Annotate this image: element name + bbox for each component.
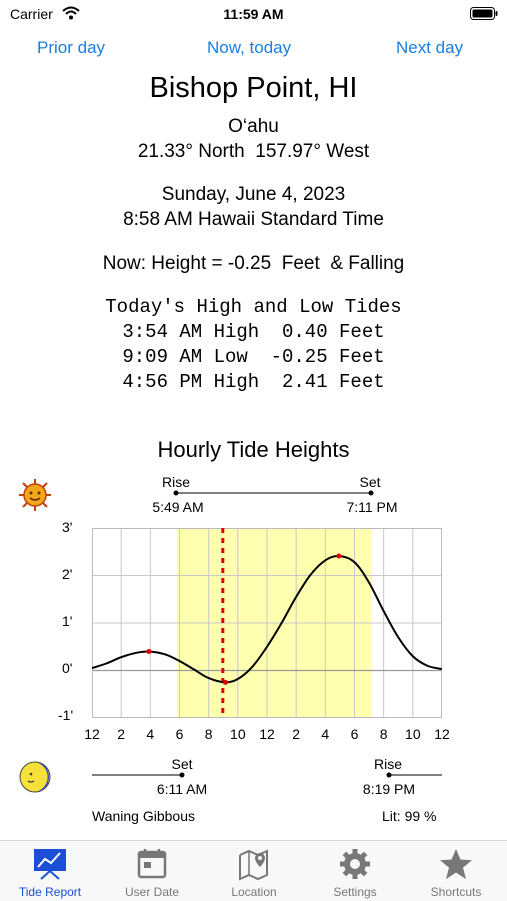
x-tick-label: 8 — [204, 726, 213, 742]
tide-extreme-point — [146, 649, 152, 654]
time-label: 8:58 AM Hawaii Standard Time — [123, 209, 384, 230]
coordinates: 21.33° North 157.97° West — [137, 141, 370, 162]
tide-extreme-point — [222, 679, 228, 685]
calendar-icon — [137, 849, 167, 879]
gear-icon — [340, 849, 370, 879]
sunset-time: 7:11 PM — [346, 499, 398, 515]
next-day-button[interactable]: Next day — [396, 38, 464, 57]
y-tick-label: 3' — [62, 519, 73, 535]
x-tick-label: 6 — [175, 726, 184, 742]
tab-label: Location — [231, 885, 277, 899]
tide-row: 3:54 AM High 0.40 Feet — [122, 321, 385, 343]
y-tick-label: 2' — [62, 566, 73, 582]
x-tick-label: 10 — [230, 726, 246, 742]
x-tick-label: 12 — [84, 726, 100, 742]
star-icon — [440, 849, 472, 879]
moon-phase: Waning Gibbous — [92, 808, 195, 824]
map-icon — [239, 849, 268, 881]
x-tick-label: 4 — [146, 726, 155, 742]
current-height: Now: Height = -0.25 Feet & Falling — [102, 253, 405, 274]
chart-title: Hourly Tide Heights — [157, 437, 350, 462]
tides-header: Today's High and Low Tides — [105, 296, 402, 318]
prior-day-button[interactable]: Prior day — [37, 38, 106, 57]
sunrise-time: 5:49 AM — [152, 499, 204, 515]
battery-icon — [470, 7, 498, 20]
x-tick-label: 12 — [434, 726, 450, 742]
moon-timeline — [92, 772, 442, 778]
moonset-label: Set — [171, 756, 193, 772]
island-name: O‘ahu — [228, 116, 279, 137]
tab-label: User Date — [124, 885, 180, 899]
tab-settings[interactable]: Settings — [305, 841, 405, 901]
y-tick-label: 0' — [62, 660, 73, 676]
moon-lit-percent: Lit: 99 % — [382, 808, 437, 824]
carrier-label: Carrier — [10, 6, 53, 22]
x-tick-label: 2 — [117, 726, 126, 742]
x-tick-label: 2 — [292, 726, 301, 742]
tab-label: Shortcuts — [430, 885, 482, 899]
x-tick-label: 10 — [405, 726, 421, 742]
y-tick-label: -1' — [58, 707, 74, 723]
x-tick-label: 12 — [259, 726, 275, 742]
now-today-button[interactable]: Now, today — [207, 38, 292, 57]
tide-extreme-point — [336, 553, 342, 559]
chart-frame — [92, 528, 442, 718]
location-name: Bishop Point, HI — [149, 72, 358, 104]
tab-user-date[interactable]: User Date — [102, 841, 202, 901]
x-tick-label: 6 — [350, 726, 359, 742]
sun-timeline — [173, 490, 374, 496]
tide-report-icon — [34, 849, 66, 880]
moonrise-time: 8:19 PM — [362, 781, 416, 797]
moon-icon — [19, 761, 51, 793]
tide-chart — [92, 528, 442, 718]
sunset-label: Set — [359, 474, 381, 490]
tab-shortcuts[interactable]: Shortcuts — [406, 841, 506, 901]
sun-icon — [19, 479, 51, 511]
x-tick-label: 8 — [379, 726, 388, 742]
tab-label: Settings — [333, 885, 377, 899]
tab-label: Tide Report — [18, 885, 82, 899]
moonrise-label: Rise — [373, 756, 402, 772]
x-tick-label: 4 — [321, 726, 330, 742]
tide-row: 4:56 PM High 2.41 Feet — [122, 371, 385, 393]
wifi-icon — [62, 6, 80, 20]
sunrise-label: Rise — [161, 474, 190, 490]
y-tick-label: 1' — [62, 613, 73, 629]
moonset-time: 6:11 AM — [156, 781, 208, 797]
date-label: Sunday, June 4, 2023 — [161, 184, 346, 205]
status-time: 11:59 AM — [223, 6, 284, 22]
tab-tide-report[interactable]: Tide Report — [0, 841, 100, 901]
tab-bar: Tide Report User Date Location — [0, 840, 507, 901]
tab-location[interactable]: Location — [204, 841, 304, 901]
tide-row: 9:09 AM Low -0.25 Feet — [122, 346, 385, 368]
